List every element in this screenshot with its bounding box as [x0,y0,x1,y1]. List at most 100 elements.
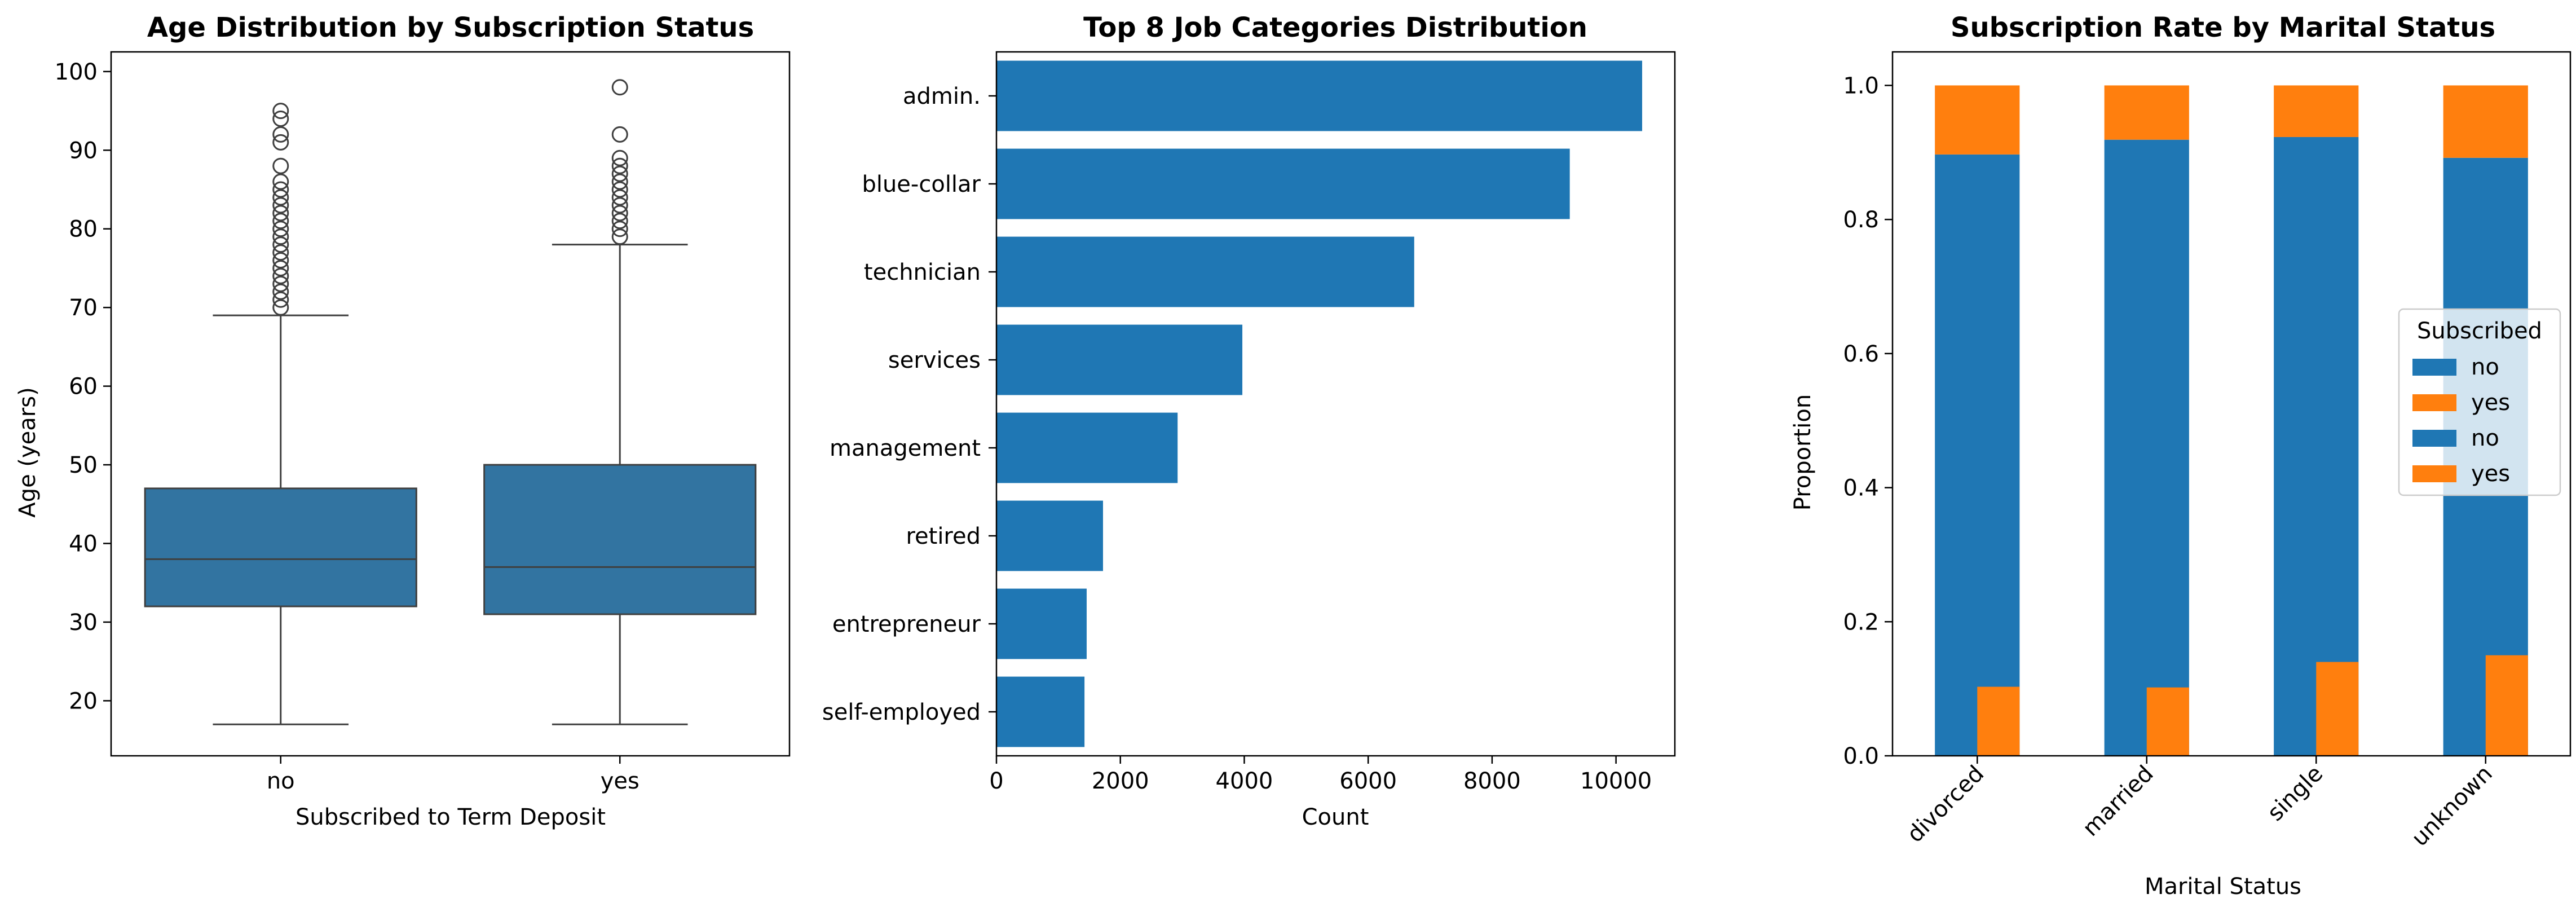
bar-self-employed [996,676,1085,747]
legend-box [2398,308,2561,496]
outlier-point [611,79,628,96]
bar-blue-collar [996,148,1570,219]
y-tick-label: technician [864,259,981,285]
x-tick-label: 6000 [1339,768,1397,794]
stack-yes-divorced [1935,85,2020,155]
outlier-point [611,173,628,190]
outlier-point [272,126,289,143]
x-tick-label: 2000 [1092,768,1149,794]
outlier-point [611,157,628,174]
bar-entrepreneur [996,588,1087,659]
outlier-point [272,252,289,269]
outlier-point [611,181,628,198]
bar-admin- [996,60,1642,131]
x-tick-label: yes [601,768,639,794]
axes-frame [995,51,1676,757]
legend-label: yes [2471,390,2510,416]
outlier-point [272,267,289,284]
outlier-point [611,213,628,230]
bar-technician [996,236,1414,307]
outlier-point [272,236,289,253]
y-tick-label: 50 [69,452,98,478]
stack-yes-unknown [2443,85,2528,158]
legend-label: yes [2471,461,2510,487]
y-tick-label: retired [906,523,981,549]
x-tick-label: 10000 [1580,768,1652,794]
outlier-point [272,221,289,237]
outlier-point [611,197,628,214]
y-tick-label: blue-collar [862,171,981,197]
plot-area: admin. blue-collar technician services manag… [822,51,1676,794]
stack-no-married [2104,139,2189,756]
legend: Subscribed no yes no yes [2398,308,2561,496]
job-bar-chart: Top 8 Job Categories Distribution Count … [822,12,1676,830]
x-axis-label: Marital Status [2145,874,2301,900]
outlier-point [272,173,289,190]
y-tick-label: 20 [69,688,98,714]
x-tick-label: married [2077,761,2158,842]
x-tick-label: 0 [989,768,1003,794]
legend-swatch-no [2412,430,2456,447]
legend-label: no [2471,425,2499,451]
plot-area: divorced married single unknown 0.0 0.2 0.4 0.6… [1843,51,2571,852]
legend-title: Subscribed [2417,318,2542,344]
x-axis-label: Subscribed to Term Deposit [295,804,606,830]
y-tick-label: 40 [69,531,98,557]
y-tick-label: 100 [55,59,98,85]
bar-services [996,324,1243,395]
y-tick-label: management [830,435,981,461]
x-tick-label: single [2262,761,2328,826]
box-no [144,487,417,607]
outlier-point [611,228,628,245]
y-axis-label: Age (years) [15,387,41,517]
bar-yes-single [2316,662,2359,756]
y-tick-label: 80 [69,217,98,243]
outlier-point [611,221,628,237]
legend-swatch-yes [2412,465,2456,482]
legend-swatch-yes [2412,394,2456,411]
y-tick-label: 30 [69,610,98,636]
outlier-point [272,103,289,120]
x-axis-label: Count [1302,804,1369,830]
plot-area: no yes 20 30 40 50 60 70 80 90 100 [55,51,791,794]
y-tick-label: admin. [903,83,981,109]
outlier-point [272,189,289,206]
y-tick-label: 0.4 [1843,475,1879,501]
marital-stacked-chart: Subscription Rate by Marital Status Mari… [1790,12,2571,900]
chart-title: Top 8 Job Categories Distribution [1083,12,1587,43]
outlier-point [272,299,289,316]
y-tick-label: 90 [69,138,98,164]
legend-label: no [2471,354,2499,380]
stack-no-divorced [1935,154,2020,756]
axes-frame [110,51,791,757]
outlier-point [272,157,289,174]
bar-yes-married [2146,687,2189,756]
x-tick-label: unknown [2407,761,2498,852]
y-tick-label: 1.0 [1843,73,1879,99]
y-tick-label: 0.6 [1843,341,1879,367]
y-tick-label: services [888,347,981,373]
outlier-point [272,291,289,308]
age-boxplot-chart: Age Distribution by Subscription Status … [15,12,791,830]
outlier-point [272,181,289,198]
outlier-point [272,275,289,292]
outlier-point [272,244,289,261]
y-tick-label: self-employed [822,699,981,725]
outlier-point [611,205,628,222]
y-tick-label: 70 [69,295,98,321]
chart-title: Age Distribution by Subscription Status [147,12,754,43]
outlier-point [611,189,628,206]
y-tick-label: 60 [69,374,98,400]
outlier-point [272,205,289,222]
chart-title: Subscription Rate by Marital Status [1951,12,2495,43]
x-tick-label: divorced [1902,761,1989,848]
axes-frame [1891,51,2571,757]
outlier-point [611,149,628,166]
y-tick-label: 0.0 [1843,743,1879,769]
y-tick-label: entrepreneur [832,611,981,637]
bar-management [996,412,1178,483]
outlier-point [272,259,289,276]
box-yes [483,464,757,615]
outlier-point [272,228,289,245]
